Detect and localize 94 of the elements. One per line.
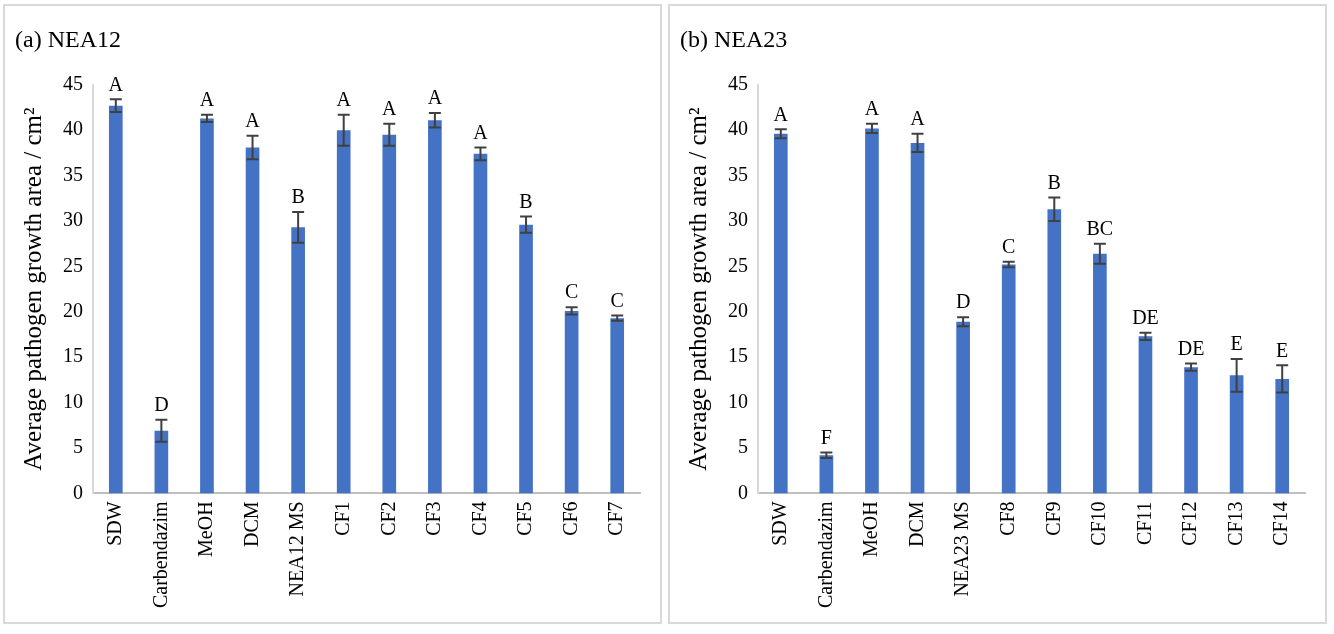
annotation: B [1047,170,1061,193]
x-tick-label: SDW [768,501,791,546]
y-tick-label: 45 [63,72,83,95]
x-tick-label: SDW [103,501,126,546]
annotation: E [1230,332,1243,355]
x-tick-label: CF6 [558,501,581,536]
x-tick-label: CF5 [513,501,536,536]
y-tick-label: 45 [728,72,748,95]
bar [291,227,305,494]
x-tick-label: DCM [904,501,927,547]
bar [1275,378,1290,494]
bar [1138,336,1153,494]
annotation: DE [1132,305,1159,328]
x-tick-label: CF13 [1223,501,1246,546]
x-tick-label: NEA23 MS [950,501,973,597]
y-tick-label: 35 [63,162,83,185]
y-axis-title: Average pathogen growth area / cm² [683,107,711,471]
bar [1229,375,1244,494]
bar [773,133,788,494]
x-tick-label: Carbendazim [148,500,171,608]
y-axis-title: Average pathogen growth area / cm² [18,107,46,471]
x-tick-label: CF9 [1041,501,1064,536]
bar [610,318,625,494]
annotation: B [519,189,533,212]
x-tick-label: CF3 [422,501,445,536]
bar [382,134,397,494]
annotation: E [1276,338,1289,361]
bar [519,224,533,494]
y-tick-label: 30 [63,208,83,231]
y-tick-label: 25 [728,253,748,276]
chart-title: (b) NEA23 [680,25,788,52]
x-tick-label: NEA12 MS [285,501,308,597]
x-tick-label: CF8 [995,501,1018,536]
y-tick-label: 25 [63,253,83,276]
x-tick-label: CF7 [604,501,627,536]
bar [428,120,442,494]
annotation: F [820,425,832,448]
bar [564,310,579,494]
bar [1047,209,1062,494]
y-tick-label: 15 [728,344,748,367]
y-tick-label: 20 [728,299,748,322]
x-tick-label: CF4 [467,501,490,536]
y-tick-label: 30 [728,208,748,231]
x-tick-label: CF11 [1132,501,1155,546]
annotation: A [108,72,124,95]
y-tick-label: 10 [63,389,83,412]
y-tick-label: 10 [728,389,748,412]
annotation: A [245,108,261,131]
y-tick-label: 40 [63,117,83,140]
x-tick-label: CF2 [376,501,399,536]
annotation: A [382,97,398,120]
bar [336,130,351,494]
x-tick-label: Carbendazim [813,500,836,608]
x-tick-label: MeOH [859,501,882,557]
bar [473,153,488,494]
y-tick-label: 20 [63,299,83,322]
bar [956,321,970,494]
annotation: A [473,120,489,143]
y-tick-label: 40 [728,117,748,140]
annotation: A [336,88,352,111]
x-tick-label: CF10 [1087,501,1110,546]
x-tick-label: MeOH [194,501,217,557]
bar [865,128,879,494]
bar [910,142,925,494]
bar [1093,253,1107,494]
annotation: C [610,288,624,311]
annotation: DE [1177,336,1205,359]
bar [1184,367,1198,494]
y-tick-label: 35 [728,162,748,185]
annotation: A [773,102,789,125]
annotation: D [955,290,971,313]
annotation: A [199,88,215,111]
x-tick-label: DCM [239,501,262,547]
annotation: A [910,107,926,130]
y-tick-label: 5 [73,435,83,458]
annotation: B [291,185,305,208]
x-tick-label: CF1 [330,501,353,536]
bar [200,118,214,494]
x-tick-label: CF14 [1269,501,1292,546]
y-tick-label: 0 [73,480,83,503]
y-tick-label: 15 [63,344,83,367]
bar [1001,264,1016,494]
annotation: A [427,86,443,109]
annotation: C [1002,235,1016,258]
x-tick-label: CF12 [1178,501,1201,546]
bar [108,105,123,494]
annotation: A [864,97,880,120]
bar [245,147,260,494]
chart-title: (a) NEA12 [15,25,121,52]
annotation: D [154,393,169,416]
annotation: BC [1086,216,1114,239]
annotation: C [564,280,579,303]
y-tick-label: 0 [738,480,748,503]
y-tick-label: 5 [738,435,748,458]
